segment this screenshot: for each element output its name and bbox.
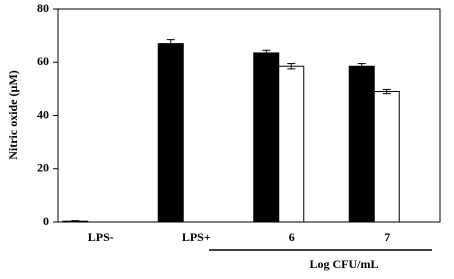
error-bar (357, 63, 366, 70)
error-bar (166, 39, 175, 49)
error-bar (71, 220, 80, 223)
error-bar (382, 88, 391, 95)
bar (278, 65, 305, 223)
y-tick-label: 40 (37, 107, 49, 121)
error-bar (262, 49, 271, 57)
plot-frame (57, 8, 441, 223)
y-tick-label: 80 (37, 1, 49, 15)
x-tick-label: 6 (289, 230, 295, 244)
x-tick-label: LPS- (88, 230, 114, 244)
bar (253, 52, 280, 223)
y-axis-label: Nitric oxide (µM) (6, 70, 20, 160)
error-bar (287, 63, 296, 70)
y-tick-label: 20 (37, 161, 49, 175)
x-group-label: Log CFU/mL (310, 257, 379, 271)
x-tick-label: LPS+ (182, 230, 211, 244)
x-tick-label: 7 (384, 230, 390, 244)
bar (348, 65, 375, 223)
bar (373, 91, 400, 223)
bar (157, 43, 184, 223)
y-tick-label: 60 (37, 54, 49, 68)
y-tick-label: 0 (43, 214, 49, 228)
